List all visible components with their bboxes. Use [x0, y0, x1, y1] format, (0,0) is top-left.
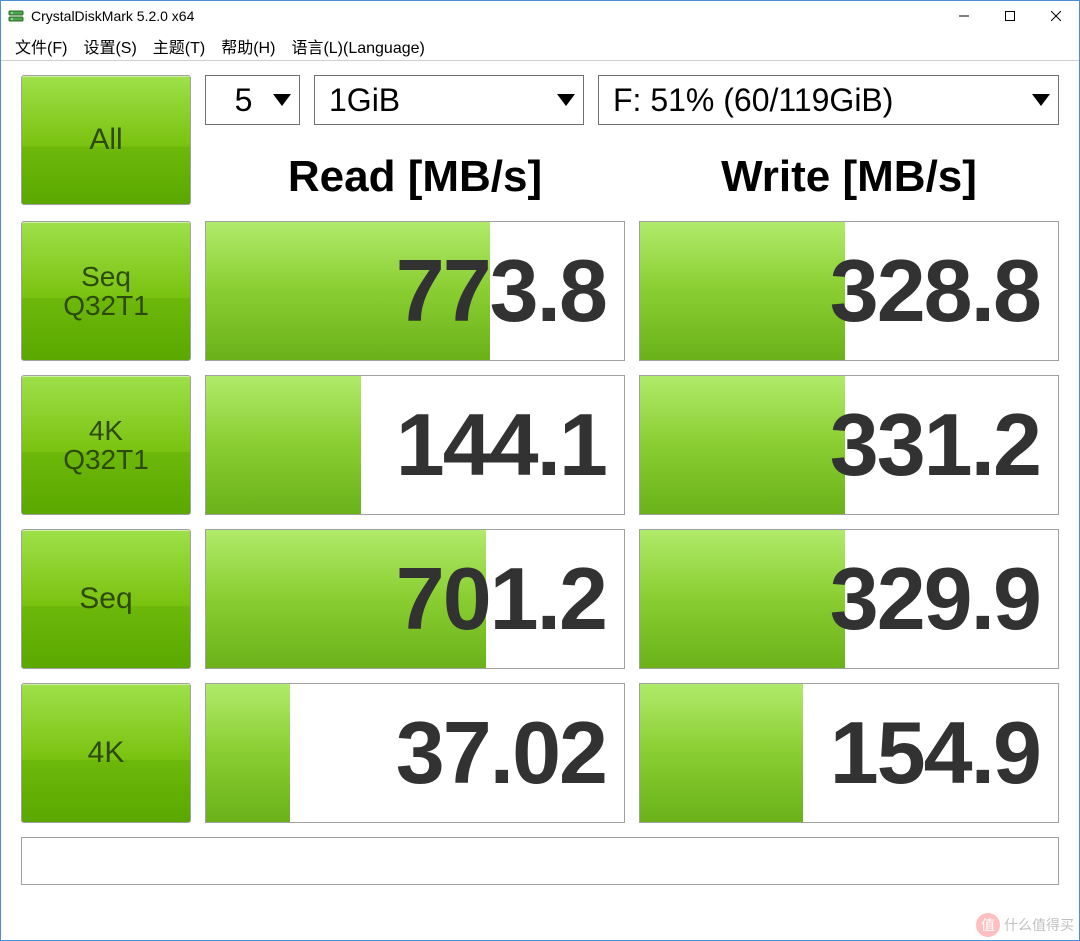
test-count-value: 5 — [220, 82, 273, 119]
read-result-value: 37.02 — [396, 702, 606, 804]
menu-language[interactable]: 语言(L)(Language) — [283, 32, 432, 60]
read-result-cell: 37.02 — [205, 683, 625, 823]
window-controls — [941, 1, 1079, 31]
read-result-value: 701.2 — [396, 548, 606, 650]
test-button-label: 4K Q32T1 — [63, 416, 149, 475]
test-count-select[interactable]: 5 — [205, 75, 300, 125]
test-button-label: Seq — [79, 583, 132, 615]
test-button-2[interactable]: Seq — [21, 529, 191, 669]
test-button-label: 4K — [88, 737, 125, 769]
read-result-value: 144.1 — [396, 394, 606, 496]
result-row: Seq Q32T1 773.8 328.8 — [21, 221, 1059, 361]
watermark-text: 什么值得买 — [1004, 915, 1074, 935]
read-result-cell: 773.8 — [205, 221, 625, 361]
chevron-down-icon — [557, 94, 575, 106]
write-result-cell: 328.8 — [639, 221, 1059, 361]
result-row: 4K 37.02 154.9 — [21, 683, 1059, 823]
status-row — [21, 837, 1059, 885]
write-result-value: 329.9 — [830, 548, 1040, 650]
chevron-down-icon — [273, 94, 291, 106]
controls-row: All 5 1GiB F: 51% (60/119GiB) — [21, 75, 1059, 133]
app-icon — [7, 7, 25, 25]
menubar: 文件(F) 设置(S) 主题(T) 帮助(H) 语言(L)(Language) — [1, 31, 1079, 61]
write-result-cell: 329.9 — [639, 529, 1059, 669]
menu-file[interactable]: 文件(F) — [7, 32, 75, 60]
write-result-bar — [640, 376, 845, 514]
test-size-value: 1GiB — [329, 82, 400, 119]
menu-settings[interactable]: 设置(S) — [75, 32, 144, 60]
window-title: CrystalDiskMark 5.2.0 x64 — [31, 8, 941, 24]
header-write: Write [MB/s] — [639, 152, 1059, 202]
read-result-value: 773.8 — [396, 240, 606, 342]
watermark: 值 什么值得买 — [976, 913, 1074, 937]
test-size-select[interactable]: 1GiB — [314, 75, 584, 125]
write-result-cell: 331.2 — [639, 375, 1059, 515]
maximize-button[interactable] — [987, 1, 1033, 31]
menu-theme[interactable]: 主题(T) — [145, 32, 213, 60]
result-row: 4K Q32T1 144.1 331.2 — [21, 375, 1059, 515]
write-result-cell: 154.9 — [639, 683, 1059, 823]
test-button-label: Seq Q32T1 — [63, 262, 149, 321]
read-result-bar — [206, 684, 290, 822]
minimize-button[interactable] — [941, 1, 987, 31]
chevron-down-icon — [1032, 94, 1050, 106]
read-result-cell: 701.2 — [205, 529, 625, 669]
write-result-value: 331.2 — [830, 394, 1040, 496]
write-result-value: 328.8 — [830, 240, 1040, 342]
write-result-bar — [640, 684, 803, 822]
content-area: All 5 1GiB F: 51% (60/119GiB) Read [MB/s… — [1, 61, 1079, 940]
status-bar — [21, 837, 1059, 885]
watermark-badge: 值 — [976, 913, 1000, 937]
header-read: Read [MB/s] — [205, 152, 625, 202]
app-window: CrystalDiskMark 5.2.0 x64 文件(F) 设置(S) 主题… — [0, 0, 1080, 941]
drive-select[interactable]: F: 51% (60/119GiB) — [598, 75, 1059, 125]
test-button-3[interactable]: 4K — [21, 683, 191, 823]
write-result-bar — [640, 222, 845, 360]
titlebar: CrystalDiskMark 5.2.0 x64 — [1, 1, 1079, 31]
menu-help[interactable]: 帮助(H) — [213, 32, 283, 60]
write-result-value: 154.9 — [830, 702, 1040, 804]
result-row: Seq 701.2 329.9 — [21, 529, 1059, 669]
close-button[interactable] — [1033, 1, 1079, 31]
read-result-bar — [206, 376, 361, 514]
write-result-bar — [640, 530, 845, 668]
read-result-cell: 144.1 — [205, 375, 625, 515]
test-button-1[interactable]: 4K Q32T1 — [21, 375, 191, 515]
test-button-0[interactable]: Seq Q32T1 — [21, 221, 191, 361]
drive-value: F: 51% (60/119GiB) — [613, 82, 893, 119]
header-row: Read [MB/s] Write [MB/s] — [21, 147, 1059, 207]
